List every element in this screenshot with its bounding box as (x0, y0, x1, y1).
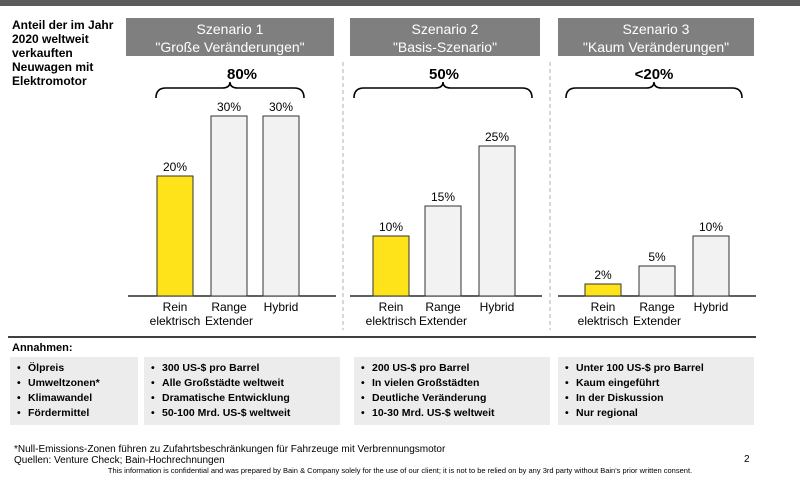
assumption-item: Deutliche Veränderung (360, 391, 544, 406)
scenario-3-header: Szenario 3 "Kaum Veränderungen" (558, 18, 754, 56)
scenario-brace (353, 81, 533, 99)
scenario-brace (565, 81, 743, 99)
scenario-2-subtitle: "Basis-Szenario" (392, 39, 498, 55)
bar-value-label: 15% (431, 190, 455, 204)
bar (584, 283, 622, 297)
assumption-factors: Ölpreis Umweltzonen* Klimawandel Förderm… (10, 357, 138, 425)
assumptions-scenario-2: 200 US-$ pro Barrel In vielen Großstädte… (354, 357, 550, 425)
scenario-2-total: 50% (428, 66, 460, 83)
bar (478, 145, 516, 297)
category-label: Rein elektrisch (577, 300, 629, 328)
assumption-item: Unter 100 US-$ pro Barrel (564, 361, 748, 376)
scenario-1-title: Szenario 1 (196, 21, 264, 37)
category-label: Range Extender (632, 300, 682, 328)
top-bar (0, 0, 800, 6)
bar-value-label: 10% (699, 220, 723, 234)
scenario-2-header: Szenario 2 "Basis-Szenario" (350, 18, 540, 56)
bar-value-label: 30% (217, 100, 241, 114)
assumption-factor: Klimawandel (16, 391, 132, 406)
disclaimer: This information is confidential and was… (107, 466, 693, 475)
assumption-factor: Umweltzonen* (16, 376, 132, 391)
assumption-item: 300 US-$ pro Barrel (150, 361, 334, 376)
assumption-item: Alle Großstädte weltweit (150, 376, 334, 391)
bar (156, 175, 194, 297)
bar (372, 235, 410, 297)
assumptions-scenario-3: Unter 100 US-$ pro Barrel Kaum eingeführ… (558, 357, 754, 425)
category-label: Rein elektrisch (149, 300, 201, 328)
assumptions-title: Annahmen: (12, 342, 73, 354)
assumption-factor: Fördermittel (16, 406, 132, 421)
scenario-1-subtitle: "Große Veränderungen" (155, 39, 305, 55)
assumption-factor: Ölpreis (16, 361, 132, 376)
scenario-3-total: <20% (634, 66, 674, 83)
assumption-item: 50-100 Mrd. US-$ weltweit (150, 406, 334, 421)
category-label: Rein elektrisch (365, 300, 417, 328)
category-label: Range Extender (418, 300, 468, 328)
footnote: *Null-Emissions-Zonen führen zu Zufahrts… (14, 444, 446, 455)
scenario-1-total: 80% (226, 66, 258, 83)
category-label: Hybrid (693, 300, 729, 314)
scenario-1-header: Szenario 1 "Große Veränderungen" (126, 18, 334, 56)
scenario-3-subtitle: "Kaum Veränderungen" (582, 39, 730, 55)
bar (692, 235, 730, 297)
bar-value-label: 10% (379, 220, 403, 234)
assumption-item: In vielen Großstädten (360, 376, 544, 391)
assumption-item: Dramatische Entwicklung (150, 391, 334, 406)
assumption-item: 200 US-$ pro Barrel (360, 361, 544, 376)
category-label: Range Extender (204, 300, 254, 328)
page-number: 2 (744, 454, 750, 465)
sources: Quellen: Venture Check; Bain-Hochrechnun… (14, 455, 225, 466)
y-axis-label: Anteil der im Jahr 2020 weltweit verkauf… (12, 18, 114, 88)
bar-value-label: 30% (269, 100, 293, 114)
bar (262, 115, 300, 297)
bar-value-label: 2% (594, 268, 612, 282)
bar-value-label: 5% (648, 250, 666, 264)
scenario-3-title: Szenario 3 (622, 21, 690, 37)
bar-value-label: 25% (485, 130, 509, 144)
assumption-item: In der Diskussion (564, 391, 748, 406)
assumption-item: 10-30 Mrd. US-$ weltweit (360, 406, 544, 421)
bar-value-label: 20% (163, 160, 187, 174)
category-label: Hybrid (479, 300, 515, 314)
scenario-2-title: Szenario 2 (411, 21, 479, 37)
assumptions-scenario-1: 300 US-$ pro Barrel Alle Großstädte welt… (144, 357, 340, 425)
scenario-brace (155, 81, 305, 99)
bar (424, 205, 462, 297)
assumption-item: Kaum eingeführt (564, 376, 748, 391)
bar (638, 265, 676, 297)
category-label: Hybrid (263, 300, 299, 314)
assumption-item: Nur regional (564, 406, 748, 421)
bar (210, 115, 248, 297)
